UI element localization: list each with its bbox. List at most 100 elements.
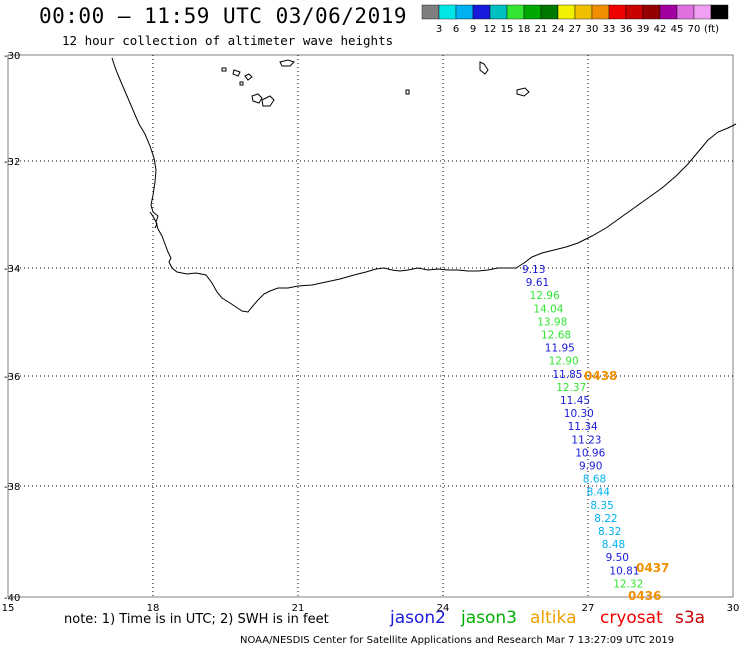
colorbar-swatch xyxy=(523,4,542,20)
altimeter-track: 9.139.6112.9614.0413.9812.6811.9512.9011… xyxy=(522,264,669,603)
colorbar-swatch xyxy=(438,4,457,20)
map-subtitle: 12 hour collection of altimeter wave hei… xyxy=(62,33,394,48)
longitude-label: 30 xyxy=(727,603,740,614)
longitude-label: 18 xyxy=(147,603,160,614)
wave-height-label: 8.22 xyxy=(594,513,617,525)
pass-time-label: 0436 xyxy=(628,589,661,603)
colorbar-tick-label: 33 xyxy=(603,24,616,35)
wave-height-label: 9.13 xyxy=(522,264,545,276)
colorbar-swatch xyxy=(489,4,508,20)
colorbar-swatch xyxy=(642,4,661,20)
colorbar-tick-label: 45 xyxy=(671,24,684,35)
island-10 xyxy=(516,87,530,97)
source-credit: NOAA/NESDIS Center for Satellite Applica… xyxy=(240,635,675,646)
colorbar-swatch xyxy=(472,4,491,20)
colorbar-tick-label: 9 xyxy=(470,24,476,35)
wave-height-label: 9.50 xyxy=(606,552,629,564)
color-scale-bar: 3 6 9 12 15 18 21 24 27 30 33 36 39 42 45 70 (ft) xyxy=(421,4,729,35)
wave-height-label: 12.90 xyxy=(549,356,579,368)
longitude-label: 15 xyxy=(2,603,15,614)
wave-height-label: 12.68 xyxy=(541,330,571,342)
wave-height-label: 10.96 xyxy=(575,447,605,459)
longitude-label: 24 xyxy=(437,603,450,614)
legend-s3a: s3a xyxy=(675,608,706,628)
colorbar-tick-label: 18 xyxy=(518,24,531,35)
wave-height-label: 13.98 xyxy=(537,316,567,328)
island-4 xyxy=(239,81,244,86)
colorbar-tick-label: 15 xyxy=(501,24,514,35)
colorbar-tick-label: 39 xyxy=(637,24,650,35)
wave-height-label: 9.61 xyxy=(526,277,549,289)
wave-height-label: 11.34 xyxy=(568,421,598,433)
latitude-label: -40 xyxy=(4,593,20,604)
wave-height-label: 8.44 xyxy=(587,487,611,499)
south-africa-coastline xyxy=(111,57,737,313)
colorbar-tick-label: 42 xyxy=(654,24,667,35)
wave-height-label: 12.96 xyxy=(530,290,560,302)
colorbar-tick-label: 3 xyxy=(436,24,442,35)
wave-height-label: 11.95 xyxy=(545,343,575,355)
colorbar-swatch xyxy=(574,4,593,20)
colorbar-tick-label: 12 xyxy=(484,24,497,35)
wave-height-label: 12.32 xyxy=(613,578,643,590)
wave-height-label: 10.30 xyxy=(564,408,594,420)
coastline xyxy=(111,57,737,313)
units-note: note: 1) Time is in UTC; 2) SWH is in fe… xyxy=(64,612,329,627)
latitude-label: -38 xyxy=(4,482,20,493)
colorbar-swatch xyxy=(608,4,627,20)
pass-time-label: 0438 xyxy=(584,369,617,383)
colorbar-swatch xyxy=(506,4,525,20)
colorbar-swatch xyxy=(659,4,678,20)
colorbar-tick-label: 36 xyxy=(620,24,633,35)
island-6 xyxy=(261,95,275,107)
colorbar-swatch xyxy=(540,4,559,20)
island-1 xyxy=(221,67,227,72)
map-frame xyxy=(7,54,734,598)
colorbar-tick-label: 24 xyxy=(552,24,565,35)
longitude-label: 21 xyxy=(292,603,305,614)
wave-height-label: 11.85 xyxy=(552,369,582,381)
colorbar-swatch xyxy=(421,4,440,20)
latitude-label: -34 xyxy=(4,264,20,275)
colorbar-swatch xyxy=(710,4,729,20)
colorbar-tick-label: 27 xyxy=(569,24,582,35)
wave-height-label: 8.48 xyxy=(602,539,625,551)
wave-height-label: 8.32 xyxy=(598,526,621,538)
wave-height-label: 14.04 xyxy=(533,303,563,315)
wave-height-label: 12.37 xyxy=(556,382,586,394)
island-7 xyxy=(279,59,295,67)
longitude-label: 27 xyxy=(582,603,595,614)
colorbar-swatch xyxy=(693,4,712,20)
wave-height-label: 8.35 xyxy=(590,500,613,512)
latitude-label: -32 xyxy=(4,157,20,168)
latitude-label: -30 xyxy=(4,51,20,62)
colorbar-swatch xyxy=(625,4,644,20)
legend-jason2: jason2 xyxy=(390,608,446,628)
wave-height-label: 11.23 xyxy=(571,434,601,446)
false-bay-detail xyxy=(149,211,158,229)
wave-height-label: 9.90 xyxy=(579,461,602,473)
colorbar-tick-label: 6 xyxy=(453,24,459,35)
map-title: 00:00 – 11:59 UTC 03/06/2019 xyxy=(39,4,408,28)
latitude-label: -36 xyxy=(4,372,20,383)
colorbar-tick-label: 70 xyxy=(688,24,701,35)
island-8 xyxy=(405,89,410,95)
colorbar-unit: (ft) xyxy=(704,24,719,35)
colorbar-swatch xyxy=(676,4,695,20)
colorbar-tick-label: 30 xyxy=(586,24,599,35)
colorbar-swatch xyxy=(557,4,576,20)
island-5 xyxy=(251,93,263,104)
island-9 xyxy=(479,61,489,75)
colorbar-swatch xyxy=(455,4,474,20)
island-2 xyxy=(232,69,241,77)
wave-height-label: 11.45 xyxy=(560,395,590,407)
legend-jason3: jason3 xyxy=(461,608,517,628)
island-3 xyxy=(244,73,253,81)
colorbar-tick-label: 21 xyxy=(535,24,548,35)
legend-cryosat: cryosat xyxy=(600,608,663,628)
pass-time-label: 0437 xyxy=(636,561,669,575)
colorbar-swatch xyxy=(591,4,610,20)
